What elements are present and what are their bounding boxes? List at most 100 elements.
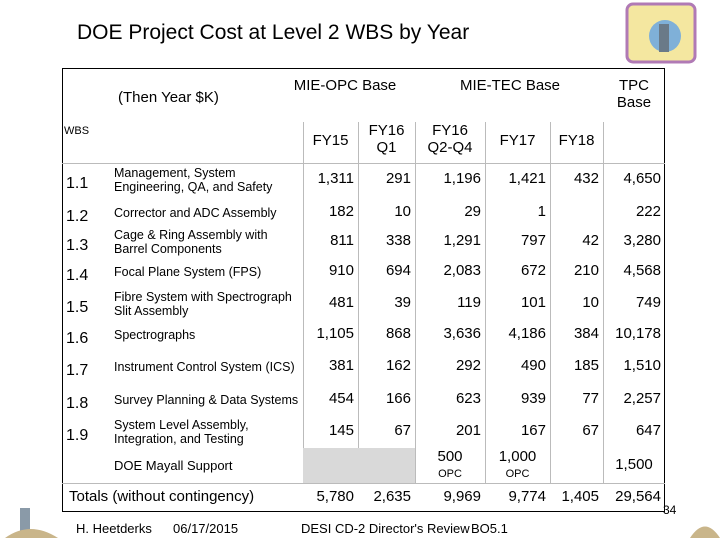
- cell-value: 145: [328, 422, 354, 439]
- column-rule: [415, 122, 416, 483]
- wbs-number: 1.9: [66, 427, 89, 444]
- cell-value: 481: [328, 293, 354, 311]
- cell-value: 910: [328, 261, 354, 279]
- table-frame: [62, 68, 665, 512]
- cell-value: 10: [394, 202, 411, 220]
- totals-rule: [62, 483, 665, 484]
- cell-value: 1,421: [508, 170, 546, 187]
- cell-value: 185: [573, 356, 599, 374]
- cell-value: 9,969: [443, 487, 481, 505]
- page-number: 34: [663, 503, 677, 517]
- cell-note: OPC: [438, 468, 462, 480]
- column-rule: [603, 122, 604, 483]
- cell-value: 1,291: [443, 232, 481, 249]
- column-rule: [550, 122, 551, 483]
- wbs-header: WBS: [64, 125, 90, 137]
- group-header: TPC Base: [616, 77, 652, 111]
- wbs-number: 1.4: [66, 266, 89, 284]
- cell-value: 797: [520, 232, 546, 249]
- wbs-number: 1.5: [66, 298, 89, 316]
- footer-author: H. Heetderks: [76, 521, 152, 536]
- cell-value: 210: [573, 261, 599, 279]
- cell-value: 3,636: [443, 325, 481, 342]
- cell-value: 29,564: [615, 487, 661, 505]
- cell-value: 623: [455, 389, 481, 407]
- wbs-number: 1.8: [66, 394, 89, 412]
- cell-value: 222: [635, 202, 661, 220]
- cell-value: 166: [385, 389, 411, 407]
- cell-value: 77: [582, 389, 599, 407]
- cell-value: 454: [328, 389, 354, 407]
- cell-value: 201: [455, 422, 481, 439]
- row-label: Spectrographs: [114, 328, 196, 343]
- column-header: FY17: [499, 132, 536, 149]
- cell-value: 167: [520, 422, 546, 439]
- group-header: MIE-TEC Base: [459, 77, 561, 94]
- unit-label: (Then Year $K): [118, 89, 219, 106]
- shaded-cell: [303, 448, 415, 483]
- slide-title: DOE Project Cost at Level 2 WBS by Year: [77, 21, 470, 44]
- cell-value: 2,083: [443, 261, 481, 279]
- cell-value: 5,780: [316, 487, 354, 505]
- cell-value: 381: [328, 356, 354, 374]
- column-rule: [485, 122, 486, 483]
- row-label: Survey Planning & Data Systems: [114, 392, 299, 407]
- column-rule: [358, 122, 359, 483]
- row-label: Fibre System with Spectrograph Slit Asse…: [114, 289, 292, 318]
- cell-value: 500: [437, 448, 463, 465]
- cell-value: 1,311: [317, 170, 354, 187]
- cell-value: 162: [385, 356, 411, 374]
- logo: [625, 2, 697, 64]
- cell-value: 490: [520, 356, 546, 374]
- wbs-number: 1.6: [66, 330, 89, 347]
- column-rule: [303, 122, 304, 483]
- footer-code: BO5.1: [471, 521, 508, 536]
- cell-value: 4,568: [623, 261, 661, 279]
- wbs-number: 1.3: [66, 237, 89, 254]
- group-header: MIE-OPC Base: [293, 77, 397, 94]
- cell-value: 1,105: [316, 325, 354, 342]
- cell-value: 29: [464, 202, 481, 220]
- cell-value: 67: [582, 422, 599, 439]
- cell-value: 672: [520, 261, 546, 279]
- column-header: FY18: [558, 132, 595, 149]
- cell-value: 939: [520, 389, 546, 407]
- cell-value: 1: [537, 202, 546, 220]
- cell-value: 39: [394, 293, 411, 311]
- cell-value: 868: [385, 325, 411, 342]
- cell-value: 9,774: [508, 487, 546, 505]
- cell-value: 119: [457, 293, 481, 311]
- clipart: [690, 526, 720, 538]
- row-label: Instrument Control System (ICS): [114, 359, 295, 374]
- column-header: FY16 Q2-Q4: [427, 122, 473, 156]
- cell-value: 101: [520, 293, 546, 311]
- footer-event: DESI CD-2 Director's Review: [301, 521, 470, 536]
- cell-value: 292: [455, 356, 481, 374]
- row-label: Cage & Ring Assembly with Barrel Compone…: [114, 228, 268, 256]
- wbs-number: 1.2: [66, 207, 89, 225]
- cell-value: 291: [385, 170, 411, 187]
- cell-value: 42: [582, 232, 599, 249]
- column-header: FY16 Q1: [368, 122, 405, 156]
- wbs-number: 1.7: [66, 361, 89, 379]
- cell-value: 67: [394, 422, 411, 439]
- clipart: [5, 508, 58, 538]
- cell-value: 694: [385, 261, 411, 279]
- cell-value: 811: [330, 232, 354, 249]
- row-label: Management, System Engineering, QA, and …: [114, 166, 273, 194]
- cell-value: 1,405: [561, 487, 599, 505]
- cell-value: 338: [385, 232, 411, 249]
- cell-note: OPC: [505, 468, 530, 480]
- row-label: DOE Mayall Support: [114, 458, 233, 473]
- cell-value: 384: [573, 325, 599, 342]
- cell-value: 10,178: [615, 325, 661, 342]
- column-header: FY15: [312, 132, 349, 149]
- cell-value: 647: [635, 422, 661, 439]
- row-label: Corrector and ADC Assembly: [114, 205, 277, 220]
- cell-value: 182: [328, 202, 354, 220]
- row-label: System Level Assembly, Integration, and …: [114, 418, 249, 446]
- cell-value: 4,650: [623, 170, 661, 187]
- cell-value: 432: [573, 170, 599, 187]
- totals-label: Totals (without contingency): [69, 488, 255, 505]
